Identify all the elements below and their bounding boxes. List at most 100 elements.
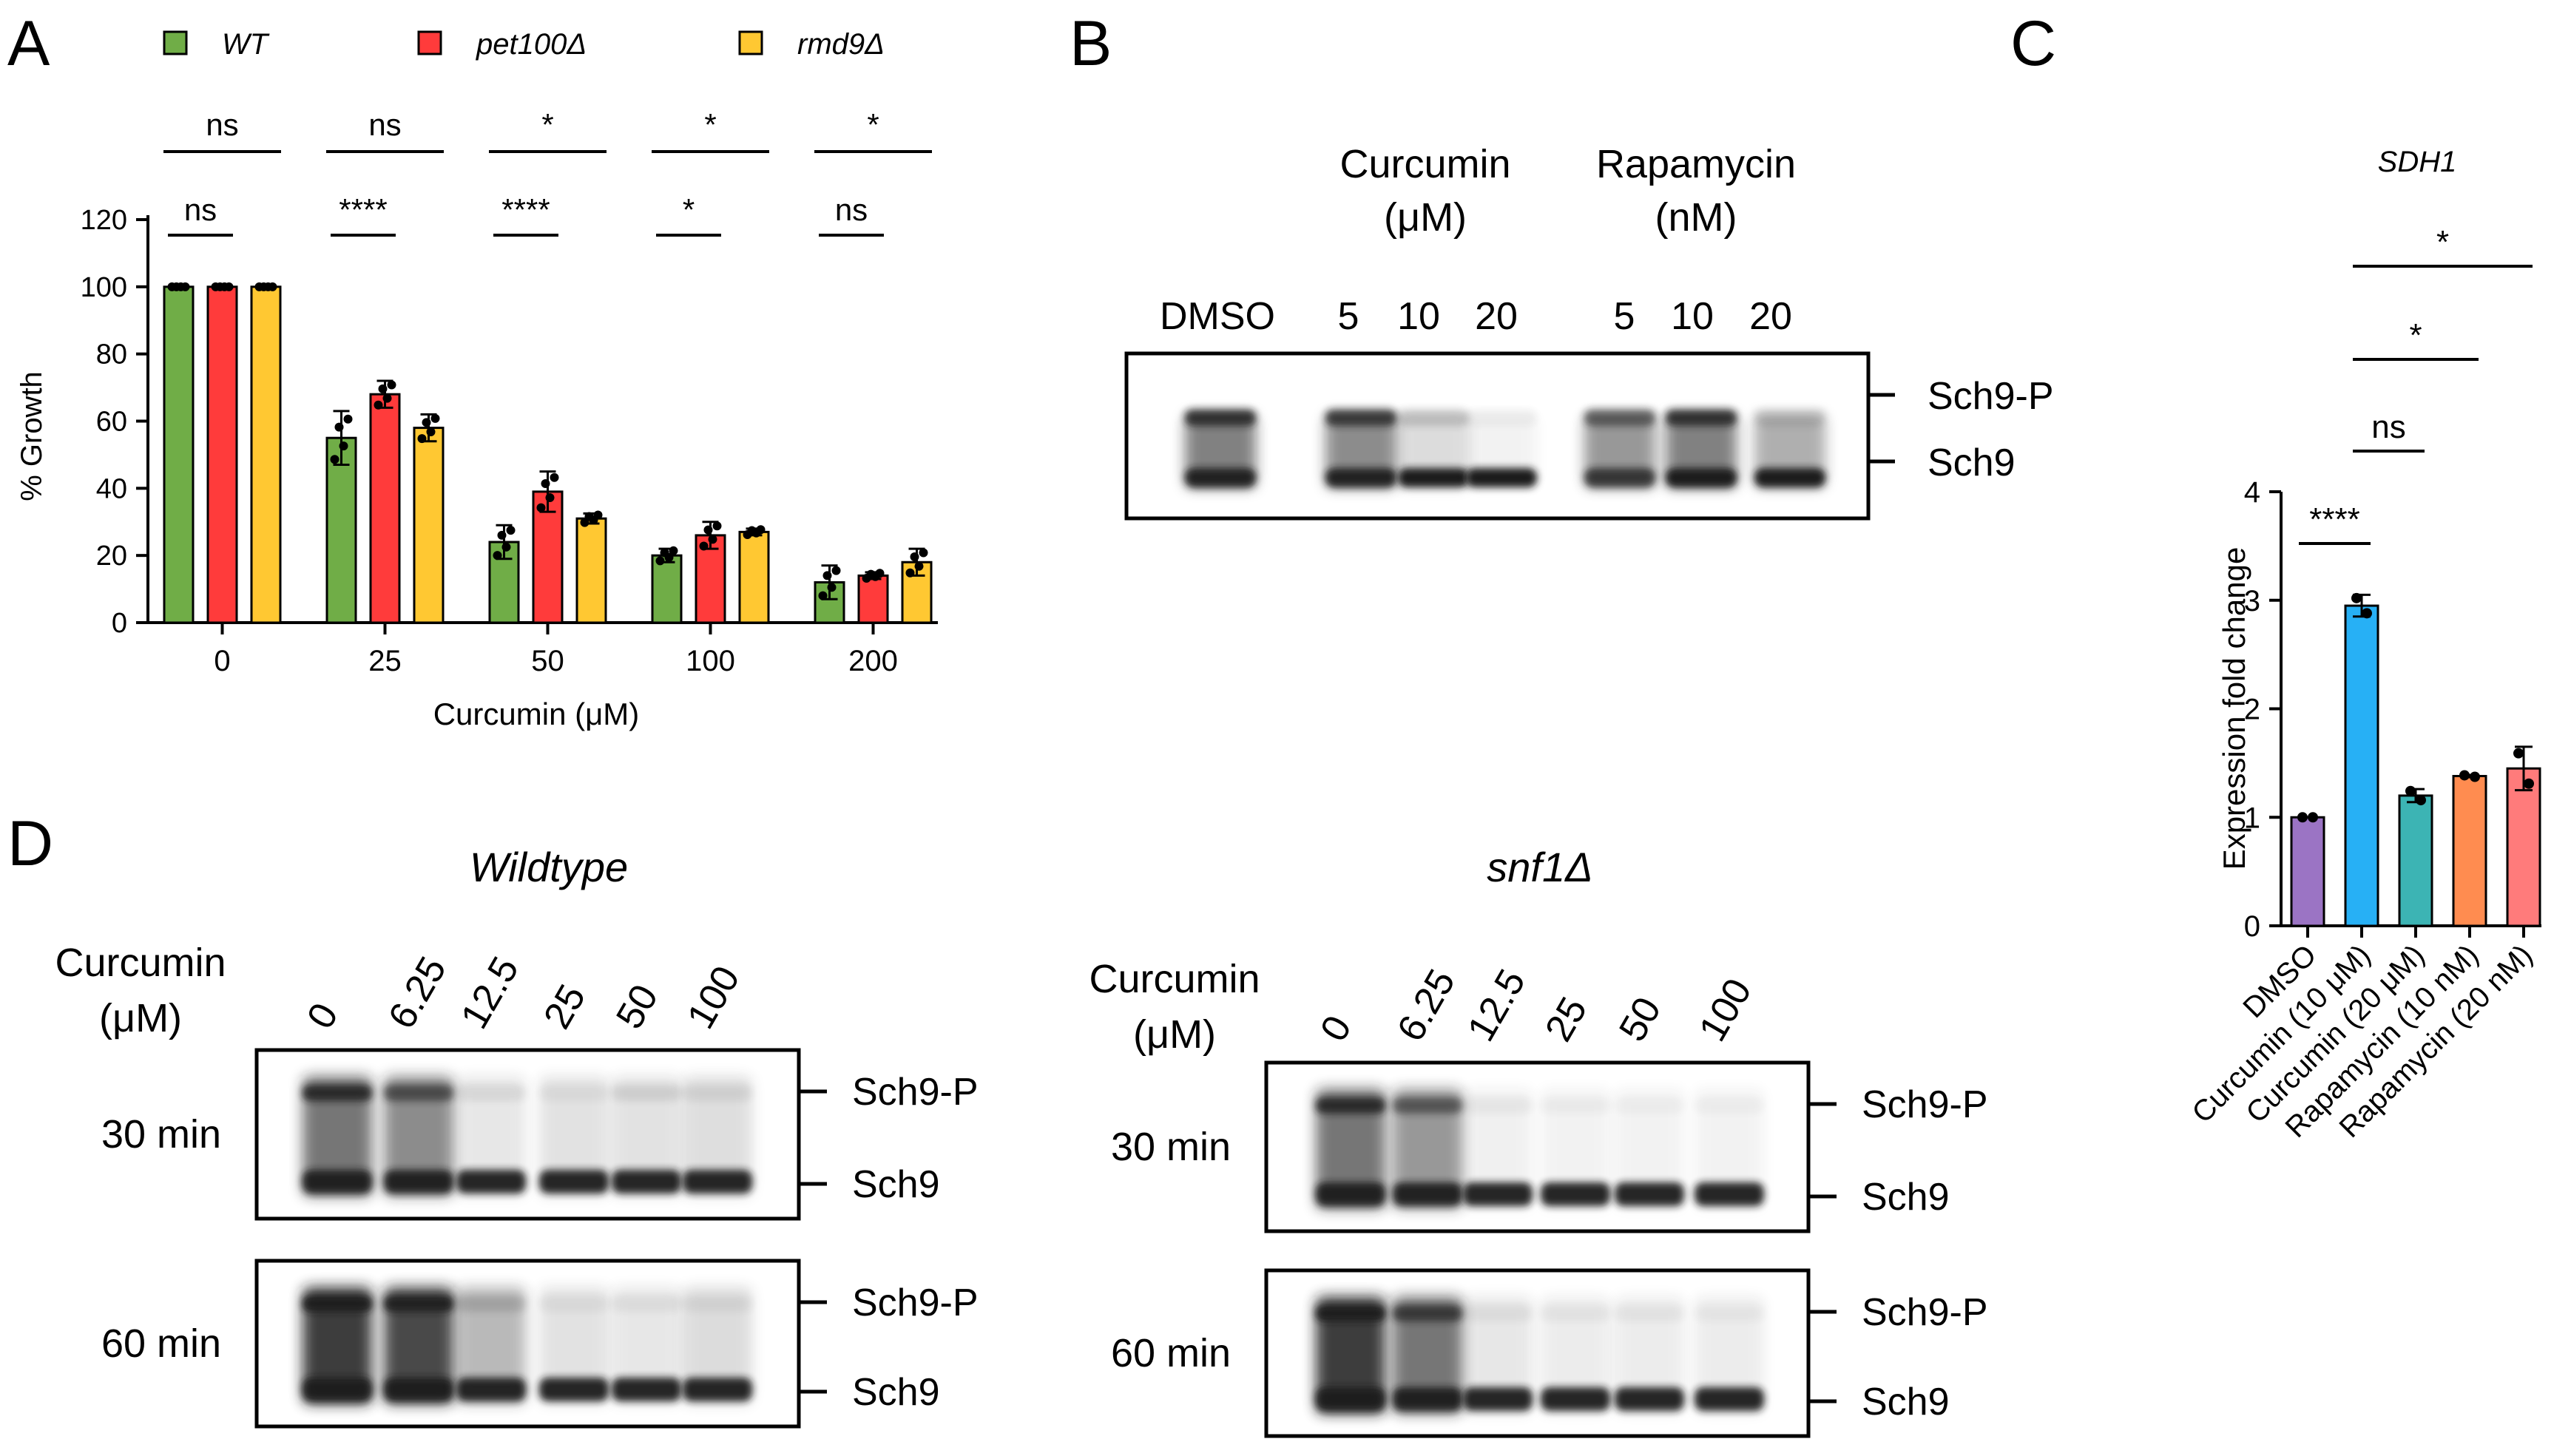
d-snf1-lane-smear xyxy=(1541,1088,1610,1209)
panel-letter-b: B xyxy=(1070,8,1112,79)
a-data-point xyxy=(905,568,915,578)
a-bar xyxy=(206,285,238,624)
b-lane-label: 20 xyxy=(1749,295,1792,338)
c-y-tick-label: 0 xyxy=(2244,910,2260,943)
panel-c-y-axis-label: Expression fold change xyxy=(2217,547,2251,870)
b-band-sch9 xyxy=(1185,468,1256,487)
c-data-point xyxy=(2297,812,2308,823)
a-y-tick-label: 40 xyxy=(96,473,127,504)
d-snf1-band-sch9 xyxy=(1393,1387,1462,1411)
a-significance-label-overall: * xyxy=(704,107,716,142)
a-y-tick-label: 120 xyxy=(81,205,127,236)
a-legend-swatch xyxy=(163,30,188,55)
d-wildtype-band-phospho xyxy=(384,1085,453,1101)
panel-a-x-axis-label: Curcumin (μM) xyxy=(433,697,640,731)
d-snf1-lane-smear xyxy=(1695,1296,1764,1414)
a-data-point xyxy=(506,526,516,535)
a-legend-label: pet100Δ xyxy=(476,28,587,61)
d-snf1-lane-smear xyxy=(1615,1296,1684,1414)
d-wildtype-band-phospho xyxy=(303,1296,372,1312)
d-wildtype-concentration-label: 50 xyxy=(608,978,666,1036)
a-data-point xyxy=(827,583,837,592)
c-data-point xyxy=(2308,812,2318,823)
b-lane-label: 5 xyxy=(1338,295,1359,338)
a-data-point xyxy=(382,393,392,403)
d-wildtype-sch9p-label: Sch9-P xyxy=(852,1071,979,1114)
a-data-point xyxy=(224,282,234,291)
d-wildtype-band-phospho xyxy=(539,1296,609,1312)
a-legend-swatch xyxy=(738,30,763,55)
a-bar xyxy=(738,530,770,624)
d-snf1-band-phospho xyxy=(1316,1097,1385,1114)
d-wildtype-band-sch9 xyxy=(384,1378,453,1401)
a-data-point xyxy=(669,546,678,555)
a-data-point xyxy=(703,525,713,535)
a-x-tick-label: 100 xyxy=(686,645,735,677)
d-snf1-band-sch9 xyxy=(1393,1182,1462,1206)
d-wildtype-sch9p-label: Sch9-P xyxy=(852,1281,979,1324)
b-lane-label: DMSO xyxy=(1160,295,1275,338)
c-data-point xyxy=(2351,592,2362,603)
d-snf1-concentration-label: 100 xyxy=(1691,972,1760,1049)
d-snf1-concentration-label: 0 xyxy=(1312,1009,1360,1049)
c-data-point xyxy=(2416,795,2426,806)
panel-letter-a: A xyxy=(7,8,50,79)
a-data-point xyxy=(268,282,277,291)
a-data-point xyxy=(497,530,507,540)
c-significance-label: * xyxy=(2436,224,2449,260)
d-snf1-band-sch9 xyxy=(1316,1387,1385,1411)
d-wildtype-band-phospho xyxy=(456,1296,526,1312)
a-significance-label-pair: ns xyxy=(184,192,217,227)
panel-b-curcumin-title: Curcumin xyxy=(1339,142,1510,186)
a-x-tick-label: 50 xyxy=(531,645,564,677)
b-band-phospho xyxy=(1398,410,1469,426)
a-significance-label-pair: **** xyxy=(339,192,387,227)
panel-b-blot xyxy=(1124,351,1871,521)
a-data-point xyxy=(387,380,396,390)
c-y-tick-label: 2 xyxy=(2244,694,2260,726)
d-snf1-lane-smear xyxy=(1695,1088,1764,1209)
a-data-point xyxy=(910,552,919,561)
a-data-point xyxy=(536,503,546,512)
d-snf1-band-sch9 xyxy=(1695,1182,1764,1206)
d-snf1-lane-smear xyxy=(1393,1296,1462,1414)
d-snf1-band-phospho xyxy=(1541,1097,1610,1114)
d-snf1-sch9-label: Sch9 xyxy=(1862,1176,1950,1219)
a-data-point xyxy=(664,552,674,562)
c-bar xyxy=(2398,794,2433,927)
a-data-point xyxy=(699,541,709,551)
d-wildtype-band-sch9 xyxy=(683,1378,752,1401)
d-snf1-lane-smear xyxy=(1463,1088,1533,1209)
d-wildtype-band-phospho xyxy=(303,1085,372,1101)
b-lane-label: 10 xyxy=(1397,295,1440,338)
d-snf1-timepoint-label: 30 min xyxy=(1111,1125,1231,1169)
c-significance-label: * xyxy=(2409,317,2422,353)
d-wildtype-timepoint-label: 60 min xyxy=(101,1321,221,1366)
d-snf1-band-phospho xyxy=(1463,1097,1533,1114)
b-band-sch9 xyxy=(1666,468,1737,487)
d-snf1-lane-smear xyxy=(1463,1296,1533,1414)
a-y-tick-label: 100 xyxy=(81,272,127,303)
a-bar xyxy=(369,393,401,624)
d-snf1-band-sch9 xyxy=(1463,1387,1533,1411)
d-wildtype-lane-smear xyxy=(303,1287,372,1404)
d-wildtype-band-sch9 xyxy=(539,1170,609,1193)
b-band-phospho xyxy=(1466,410,1537,426)
panel-a-bar-chart: WT pet100Δ rmd9Δ 0 20 40 60 80 100 120 0 25 50 100 20… xyxy=(16,28,938,731)
d-wildtype-band-phospho xyxy=(456,1085,526,1101)
d-wildtype-lane-smear xyxy=(539,1076,609,1196)
d-snf1-title: snf1Δ xyxy=(1487,844,1592,890)
c-data-point xyxy=(2470,771,2480,782)
b-band-phospho xyxy=(1185,410,1256,426)
a-legend-label: rmd9Δ xyxy=(797,28,885,61)
b-lane-label: 5 xyxy=(1614,295,1635,338)
d-wildtype-band-sch9 xyxy=(384,1170,453,1193)
d-snf1-band-phospho xyxy=(1393,1305,1462,1321)
d-snf1-band-sch9 xyxy=(1695,1387,1764,1411)
d-wildtype-lane-smear xyxy=(384,1076,453,1196)
b-band-sch9 xyxy=(1466,468,1537,487)
panel-letter-d: D xyxy=(7,808,53,879)
